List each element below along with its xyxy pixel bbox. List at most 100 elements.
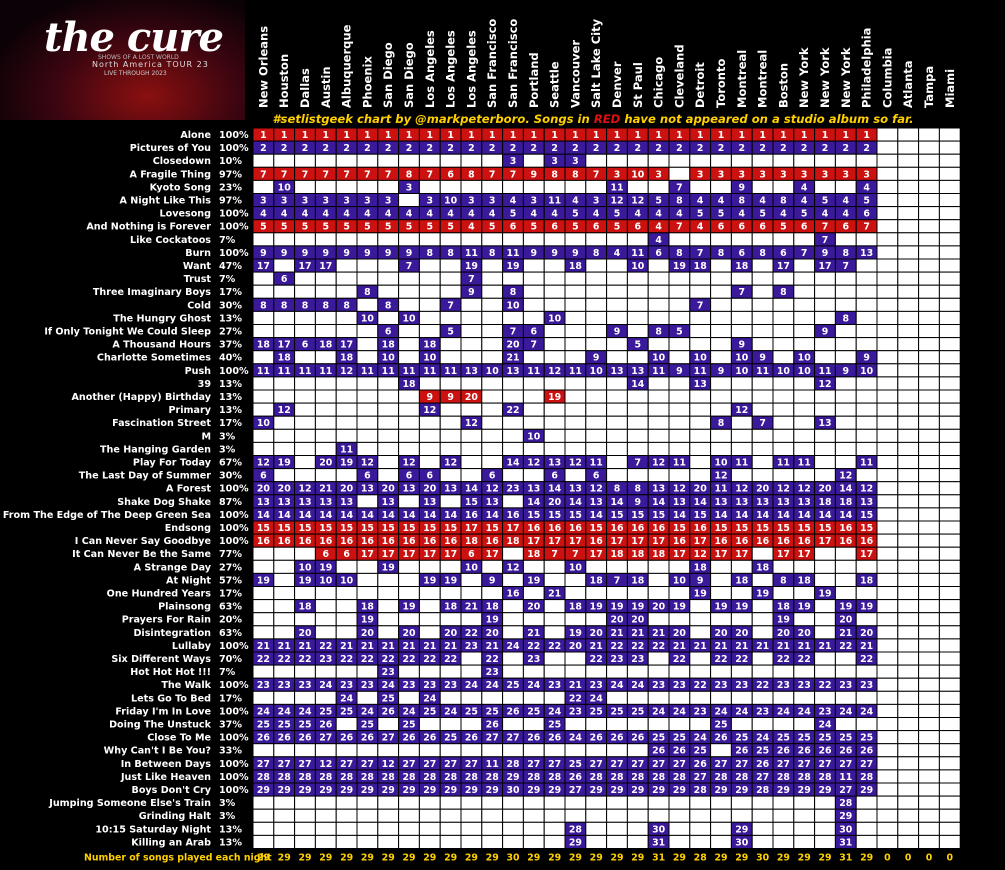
setlist-position: 3: [406, 182, 413, 193]
song-percentage: 17%: [219, 418, 242, 429]
setlist-position: 18: [465, 536, 478, 547]
setlist-position: 24: [735, 706, 749, 717]
setlist-position: 24: [340, 693, 354, 704]
setlist-position: 7: [260, 169, 267, 180]
setlist-cell: [335, 599, 358, 614]
setlist-position: 3: [302, 195, 309, 206]
setlist-position: 29: [673, 785, 686, 796]
setlist-position: 25: [506, 680, 519, 691]
setlist-cell: [418, 310, 441, 325]
song-name: A Night Like This: [120, 195, 212, 206]
setlist-cell: [626, 834, 649, 850]
setlist-position: 13: [860, 248, 873, 259]
setlist-cell: [647, 612, 670, 627]
setlist-cell: [772, 795, 795, 810]
setlist-cell: [356, 586, 379, 601]
setlist-position: 22: [756, 680, 769, 691]
setlist-position: 25: [839, 733, 852, 744]
setlist-position: 27: [423, 759, 436, 770]
setlist-position: 4: [593, 209, 600, 220]
setlist-position: 18: [798, 575, 811, 586]
city-header: New York: [797, 47, 811, 108]
setlist-cell: [897, 599, 920, 614]
setlist-cell: [585, 324, 608, 339]
setlist-cell: [377, 310, 400, 325]
song-percentage: 100%: [219, 536, 249, 547]
setlist-position: 2: [822, 143, 829, 154]
setlist-position: 17: [340, 340, 353, 351]
setlist-cell: [585, 834, 608, 850]
setlist-position: 20: [714, 628, 728, 639]
setlist-position: 18: [860, 575, 873, 586]
setlist-cell: [710, 441, 732, 456]
setlist-position: 16: [506, 588, 520, 599]
setlist-cell: [834, 428, 857, 443]
setlist-position: 13: [610, 366, 623, 377]
setlist-position: 6: [427, 471, 434, 482]
song-count: 29: [278, 853, 291, 864]
setlist-cell: [814, 612, 836, 627]
setlist-position: 16: [257, 536, 271, 547]
setlist-position: 4: [572, 195, 579, 206]
setlist-position: 15: [382, 523, 395, 534]
setlist-cell: [938, 651, 961, 666]
setlist-cell: [377, 795, 400, 810]
setlist-position: 27: [777, 759, 790, 770]
setlist-cell: [751, 599, 774, 614]
setlist-position: 18: [569, 602, 582, 613]
setlist-cell: [897, 363, 920, 378]
setlist-position: 23: [673, 680, 686, 691]
setlist-cell: [314, 599, 337, 614]
setlist-cell: [543, 271, 566, 286]
setlist-cell: [793, 559, 816, 574]
setlist-position: 20: [465, 392, 479, 403]
setlist-cell: [689, 717, 712, 732]
setlist-cell: [502, 808, 524, 823]
logo-tagline-top: SHOWS OF A LOST WORLD: [98, 54, 179, 61]
setlist-cell: [793, 795, 816, 810]
setlist-position: 1: [343, 130, 350, 141]
city-header: Philadelphia: [860, 28, 874, 108]
city-header: San Francisco: [485, 19, 499, 108]
setlist-cell: [647, 415, 670, 430]
setlist-position: 1: [593, 130, 600, 141]
setlist-position: 10: [402, 313, 416, 324]
setlist-cell: [855, 586, 878, 601]
setlist-position: 20: [340, 484, 354, 495]
setlist-cell: [481, 350, 504, 365]
setlist-position: 3: [739, 169, 746, 180]
setlist-cell: [876, 166, 899, 181]
setlist-cell: [502, 651, 524, 666]
setlist-position: 14: [798, 510, 812, 521]
setlist-cell: [897, 717, 920, 732]
setlist-cell: [710, 271, 732, 286]
setlist-position: 8: [302, 300, 309, 311]
setlist-position: 7: [843, 261, 850, 272]
song-count: 29: [590, 853, 603, 864]
setlist-position: 17: [610, 536, 623, 547]
setlist-position: 3: [260, 195, 267, 206]
song-count: 29: [319, 853, 332, 864]
setlist-cell: [730, 468, 753, 483]
setlist-position: 28: [818, 772, 831, 783]
setlist-cell: [668, 808, 691, 823]
setlist-cell: [606, 821, 628, 836]
setlist-cell: [273, 743, 296, 758]
setlist-cell: [668, 232, 691, 247]
setlist-position: 26: [798, 746, 812, 757]
setlist-cell: [918, 808, 940, 823]
setlist-cell: [668, 441, 691, 456]
setlist-position: 25: [569, 759, 582, 770]
setlist-cell: [855, 612, 878, 627]
setlist-cell: [314, 625, 337, 640]
setlist-cell: [585, 586, 608, 601]
setlist-position: 17: [506, 523, 519, 534]
setlist-cell: [938, 625, 961, 640]
setlist-cell: [834, 717, 857, 732]
setlist-position: 26: [694, 759, 708, 770]
setlist-position: 6: [406, 471, 413, 482]
setlist-position: 5: [531, 222, 538, 233]
setlist-cell: [418, 586, 441, 601]
setlist-position: 11: [444, 366, 457, 377]
setlist-position: 24: [590, 693, 604, 704]
